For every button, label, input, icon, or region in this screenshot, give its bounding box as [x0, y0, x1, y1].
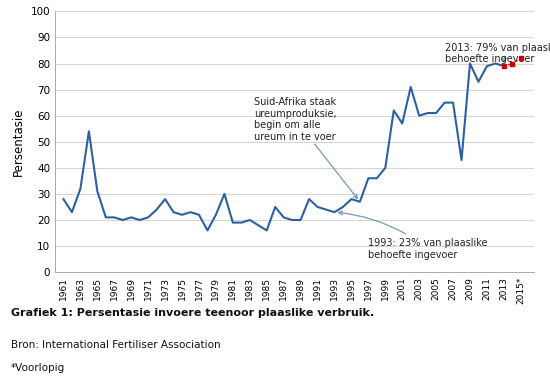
Text: *Voorlopig: *Voorlopig [11, 363, 65, 373]
Text: Bron: International Fertiliser Association: Bron: International Fertiliser Associati… [11, 340, 221, 350]
Y-axis label: Persentasie: Persentasie [12, 107, 25, 176]
Text: Grafiek 1: Persentasie invoere teenoor plaaslike verbruik.: Grafiek 1: Persentasie invoere teenoor p… [11, 308, 374, 318]
Text: 2013: 79% van plaaslike
behoefte ingevoer: 2013: 79% van plaaslike behoefte ingevoe… [444, 43, 550, 64]
Text: 1993: 23% van plaaslike
behoefte ingevoer: 1993: 23% van plaaslike behoefte ingevoe… [339, 211, 488, 260]
Text: Suid-Afrika staak
ureumproduksie,
begin om alle
ureum in te voer: Suid-Afrika staak ureumproduksie, begin … [254, 97, 358, 198]
